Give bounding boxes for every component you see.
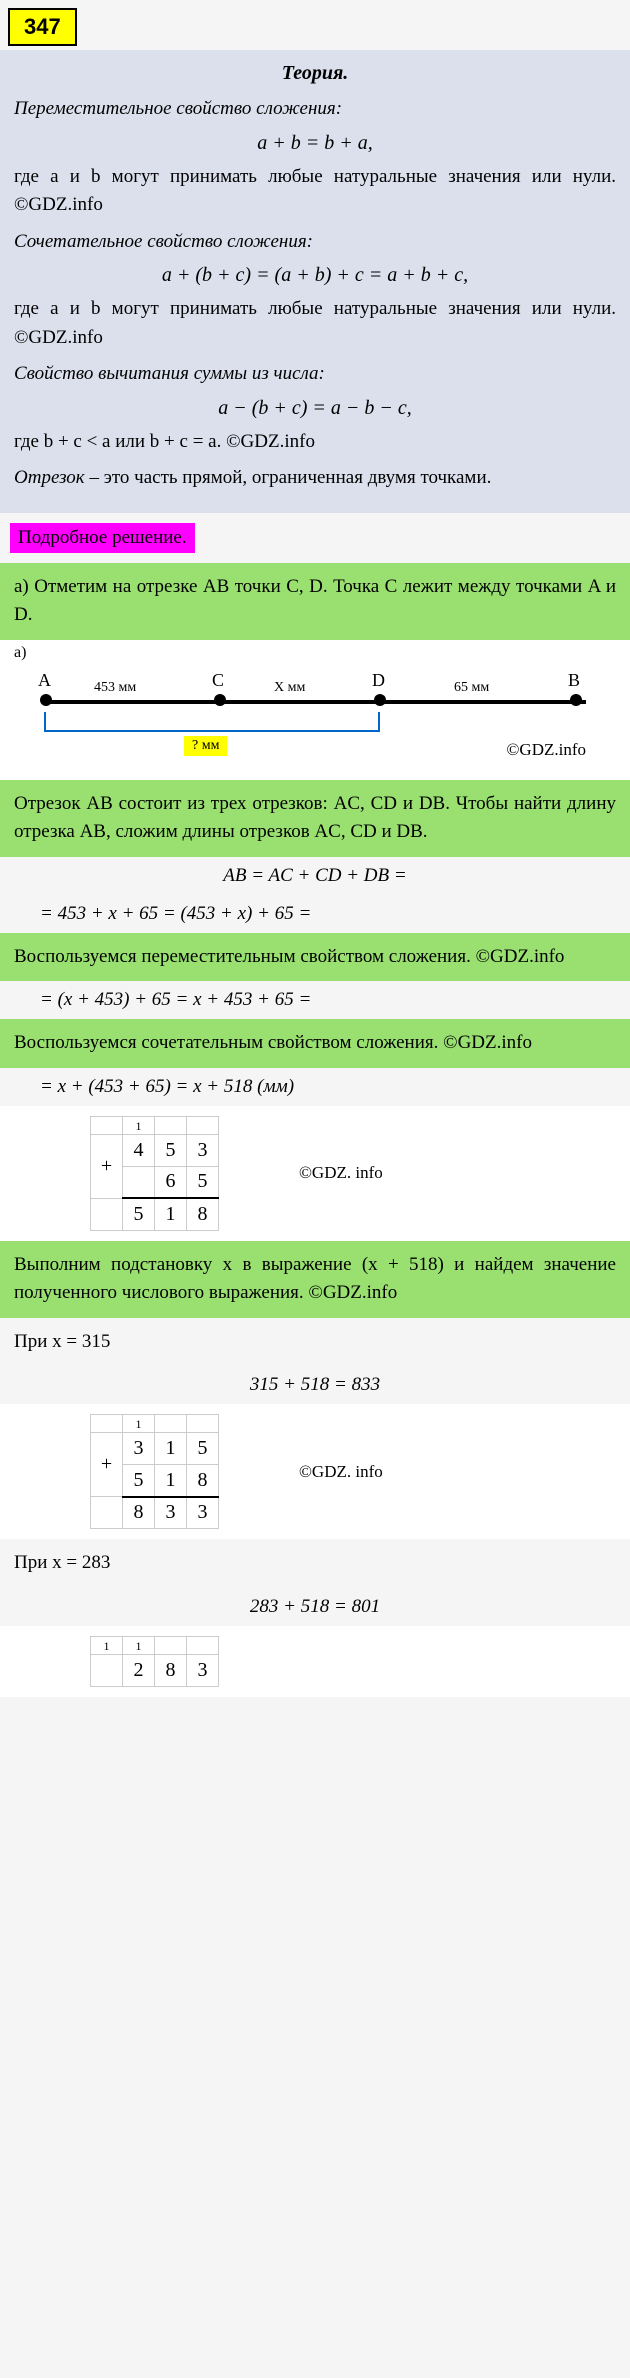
theory-p6: где b + c < a или b + c = a. ©GDZ.info [14,428,616,457]
math-3: = (x + 453) + 65 = x + 453 + 65 = [0,981,630,1019]
sub1-eq: 315 + 518 = 833 [0,1366,630,1404]
sub1-label: При x = 315 [0,1318,630,1367]
point-B: B [568,670,580,691]
explanation-1: Отрезок AB состоит из трех отрезков: AC,… [0,780,630,857]
diagram-label: a) [14,644,26,662]
theory-p2: где a и b могут принимать любые натураль… [14,163,616,220]
calc1-copyright: ©GDZ. info [299,1163,383,1183]
calculation-3: 11 283 [0,1626,630,1697]
problem-number-badge: 347 [8,8,77,46]
theory-p7: Отрезок – это часть прямой, ограниченная… [14,464,616,493]
calc2-copyright: ©GDZ. info [299,1462,383,1482]
solution-label: Подробное решение. [10,523,195,553]
calculation-2: 1 +315 518 833 ©GDZ. info [0,1404,630,1539]
calculation-1: 1 +453 65 518 ©GDZ. info [0,1106,630,1241]
explanation-4: Выполним подстановку x в выражение (x + … [0,1241,630,1318]
explanation-3: Воспользуемся сочетательным свойством сл… [0,1019,630,1068]
explanation-2: Воспользуемся переместительным свойством… [0,933,630,982]
measure-AC: 453 мм [94,680,136,696]
unknown-measure: ? мм [184,736,227,756]
measure-CD: X мм [274,680,305,696]
sub2-label: При x = 283 [0,1539,630,1588]
theory-formula-3: a − (b + c) = a − b − c, [14,397,616,420]
theory-formula-1: a + b = b + a, [14,132,616,155]
theory-p4: где a и b могут принимать любые натураль… [14,295,616,352]
point-D: D [372,670,385,691]
math-2: = 453 + x + 65 = (453 + x) + 65 = [0,895,630,933]
theory-formula-2: a + (b + c) = (a + b) + c = a + b + c, [14,264,616,287]
point-A: A [38,670,51,691]
diagram-copyright: ©GDZ.info [507,740,587,760]
measure-DB: 65 мм [454,680,489,696]
sub2-eq: 283 + 518 = 801 [0,1588,630,1626]
math-4: = x + (453 + 65) = x + 518 (мм) [0,1068,630,1106]
step-a-text: а) Отметим на отрезке AB точки C, D. Точ… [0,563,630,640]
theory-p3: Сочетательное свойство сложения: [14,228,616,257]
theory-p1: Переместительное свойство сложения: [14,95,616,124]
theory-p5: Свойство вычитания суммы из числа: [14,360,616,389]
segment-diagram: a) A C D B 453 мм X мм 65 мм ? мм ©GDZ.i… [0,640,630,780]
point-C: C [212,670,224,691]
math-1: AB = AC + CD + DB = [0,857,630,895]
theory-section: Теория. Переместительное свойство сложен… [0,50,630,513]
theory-title: Теория. [14,62,616,85]
